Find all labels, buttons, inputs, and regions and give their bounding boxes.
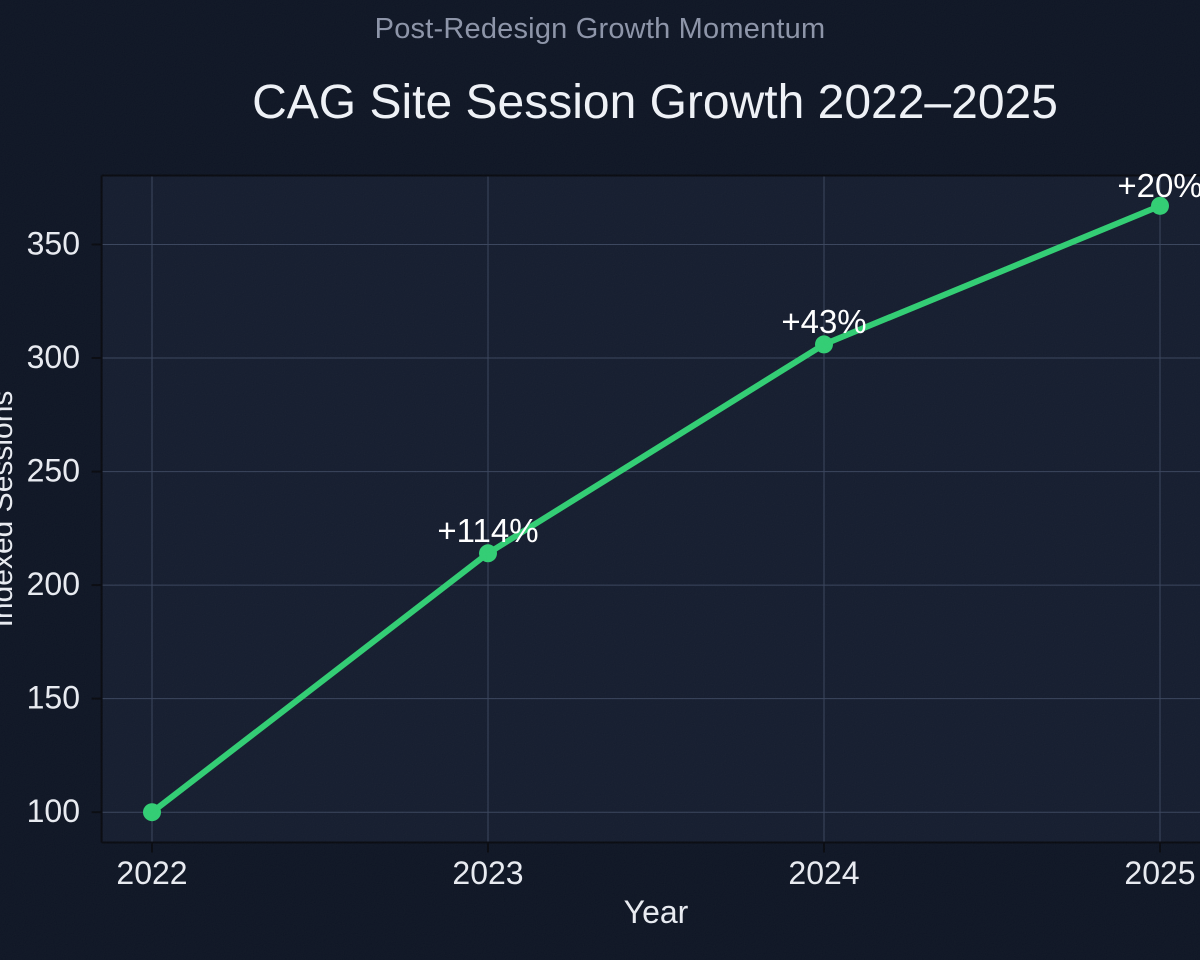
svg-text:2025: 2025 [1124,855,1195,891]
svg-text:200: 200 [27,566,80,602]
svg-text:Indexed Sessions: Indexed Sessions [0,391,19,628]
svg-text:Year: Year [624,894,689,930]
svg-text:350: 350 [27,225,80,261]
svg-text:2024: 2024 [788,855,859,891]
svg-text:2023: 2023 [452,855,523,891]
svg-text:+20%: +20% [1117,167,1200,204]
svg-text:250: 250 [27,452,80,488]
svg-text:+114%: +114% [437,512,538,549]
svg-text:2022: 2022 [116,855,187,891]
svg-text:100: 100 [27,793,80,829]
svg-text:+43%: +43% [781,303,866,340]
svg-text:150: 150 [27,679,80,715]
svg-text:300: 300 [27,339,80,375]
